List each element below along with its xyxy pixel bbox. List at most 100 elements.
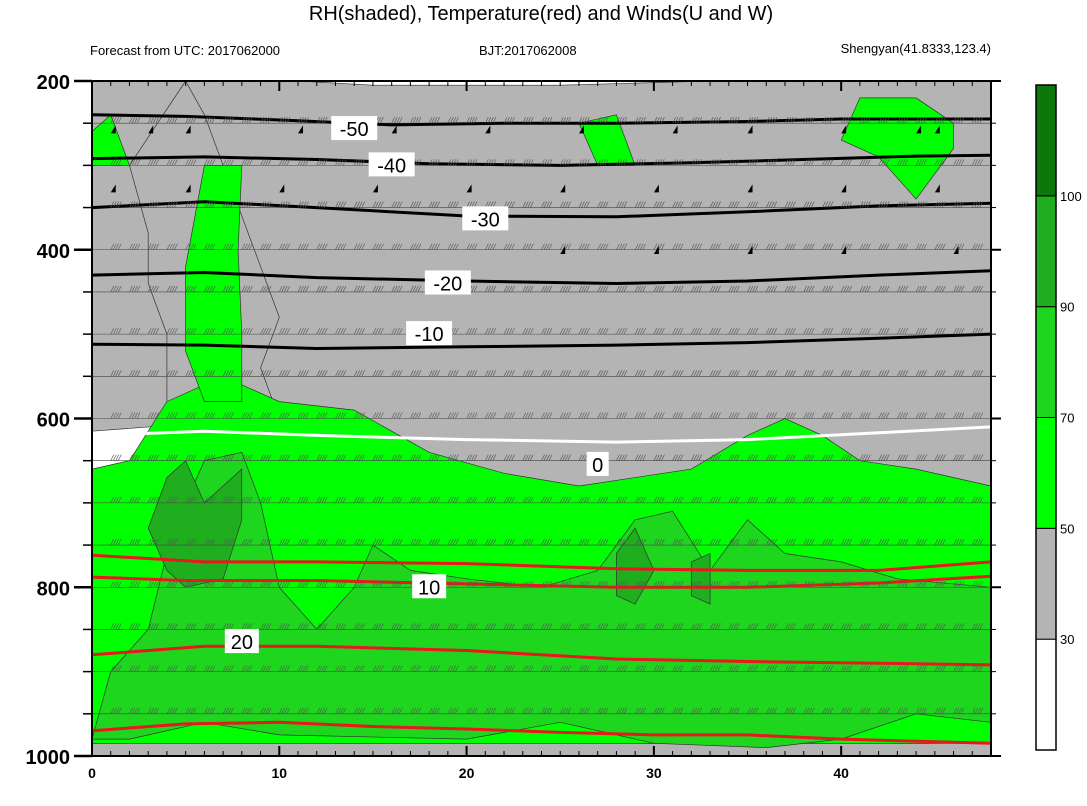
contour-line: [92, 720, 991, 745]
wind-barb: [428, 243, 440, 250]
wind-barb: [878, 581, 890, 588]
wind-barb: [222, 496, 234, 504]
wind-barb: [110, 327, 122, 335]
wind-barb: [672, 665, 684, 672]
wind-barb: [316, 201, 328, 208]
wind-flag: [560, 184, 566, 193]
wind-barb: [709, 117, 721, 124]
wind-barb: [185, 243, 197, 250]
wind-barb: [391, 370, 403, 377]
wind-barb: [522, 707, 534, 714]
wind-barb: [747, 201, 759, 208]
wind-barb: [372, 243, 384, 250]
wind-barb: [934, 496, 946, 504]
wind-barb: [878, 454, 890, 461]
wind-barb: [428, 538, 440, 546]
wind-barb: [597, 117, 609, 124]
wind-barb: [503, 581, 515, 588]
wind-barb: [803, 117, 815, 124]
wind-barb: [485, 159, 497, 166]
wind-barb: [166, 496, 178, 504]
wind-barb: [559, 538, 571, 546]
wind-barb: [728, 285, 740, 293]
wind-barb: [840, 370, 852, 377]
wind-barb: [953, 623, 965, 630]
wind-barb: [747, 623, 759, 630]
wind-barb: [166, 454, 178, 461]
wind-barb: [391, 201, 403, 208]
contour-label-box: [412, 574, 447, 599]
x-tick-label: 10: [272, 765, 288, 781]
wind-barb: [335, 454, 347, 461]
wind-barb: [934, 327, 946, 335]
wind-barb: [541, 665, 553, 672]
wind-barb: [972, 327, 984, 335]
wind-barb: [578, 412, 590, 419]
wind-barb: [372, 665, 384, 672]
wind-barb: [597, 665, 609, 672]
wind-barb: [147, 201, 159, 208]
wind-barb: [653, 623, 665, 630]
wind-barb: [747, 327, 759, 335]
wind-barb: [747, 243, 759, 250]
wind-flag: [841, 184, 847, 193]
wind-barb: [840, 538, 852, 546]
wind-barb: [503, 623, 515, 630]
wind-barb: [559, 454, 571, 461]
wind-barb: [335, 496, 347, 504]
wind-barb: [559, 327, 571, 335]
wind-barb: [672, 370, 684, 377]
wind-barb: [204, 538, 216, 546]
wind-barb: [447, 496, 459, 504]
wind-barb: [166, 412, 178, 419]
wind-barb: [129, 243, 141, 250]
wind-barb: [559, 201, 571, 208]
wind-barb: [503, 412, 515, 419]
wind-barb: [279, 327, 291, 335]
wind-barb: [822, 665, 834, 672]
wind-barb: [597, 201, 609, 208]
wind-barb: [485, 117, 497, 124]
wind-barb: [691, 665, 703, 672]
wind-barb: [972, 117, 984, 124]
wind-barb: [653, 117, 665, 124]
wind-barb: [616, 454, 628, 461]
wind-barb: [634, 117, 646, 124]
wind-barb: [503, 665, 515, 672]
forecast-header: Forecast from UTC: 2017062000: [90, 43, 280, 58]
wind-barb: [410, 454, 422, 461]
wind-barb: [972, 581, 984, 588]
wind-barb: [222, 665, 234, 672]
wind-barb: [597, 707, 609, 714]
wind-barb: [241, 117, 253, 124]
wind-barb: [279, 159, 291, 166]
wind-barb: [147, 581, 159, 588]
wind-barb: [335, 665, 347, 672]
wind-flag: [185, 125, 191, 134]
wind-flag: [485, 125, 491, 134]
colorbar-segment: [1035, 638, 1057, 751]
wind-barb: [559, 370, 571, 377]
wind-barb: [129, 665, 141, 672]
wind-barb: [765, 412, 778, 419]
wind-barb: [147, 665, 159, 672]
wind-barb: [110, 243, 122, 250]
wind-barb: [204, 412, 216, 419]
wind-barb: [428, 496, 440, 504]
wind-barb: [878, 243, 890, 250]
wind-barb: [634, 201, 646, 208]
wind-barb: [578, 327, 590, 335]
chart-title: RH(shaded), Temperature(red) and Winds(U…: [309, 3, 773, 25]
wind-barb: [466, 327, 478, 335]
wind-barb: [784, 623, 796, 630]
wind-barb: [784, 412, 796, 419]
wind-barb: [410, 496, 422, 504]
wind-barb: [672, 538, 684, 546]
wind-barb: [522, 623, 534, 630]
wind-barb: [279, 496, 291, 504]
wind-barb: [953, 370, 965, 377]
wind-barb: [728, 412, 740, 419]
wind-barb: [353, 412, 365, 419]
y-tick-label: 600: [37, 410, 70, 432]
wind-barb: [784, 581, 796, 588]
